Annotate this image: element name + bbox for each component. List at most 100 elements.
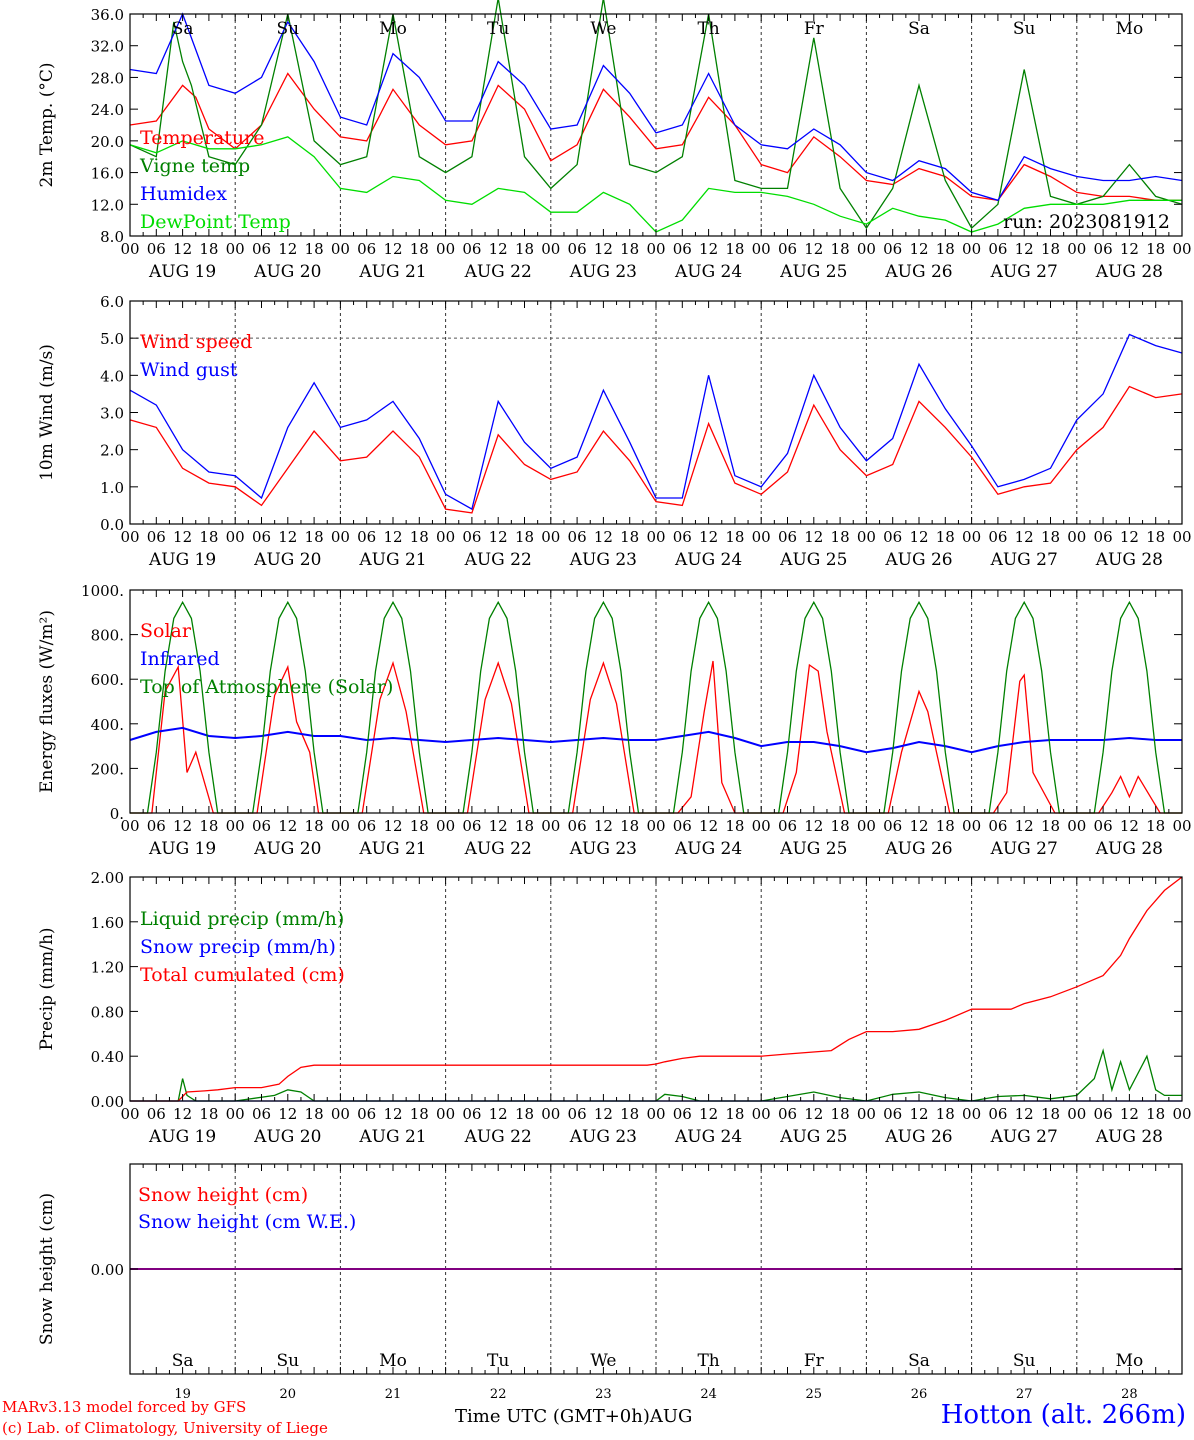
y-tick-label: 28.0: [91, 69, 124, 87]
x-date-label: AUG 21: [358, 262, 426, 282]
x-hour-label: 00: [962, 817, 981, 835]
x-hour-label: 18: [1146, 528, 1165, 546]
x-hour-label: 12: [383, 528, 402, 546]
weekday-label-bottom: Su: [276, 1351, 299, 1371]
x-hour-label: 00: [752, 817, 771, 835]
x-hour-label: 18: [1041, 1105, 1060, 1123]
legend-entry: Humidex: [140, 183, 227, 205]
x-hour-label: 00: [120, 1105, 139, 1123]
weekday-label-top: Su: [276, 19, 299, 39]
x-hour-label: 12: [909, 817, 928, 835]
x-hour-label: 12: [804, 528, 823, 546]
day-number-label: 25: [806, 1387, 823, 1402]
x-hour-label: 00: [646, 528, 665, 546]
x-hour-label: 18: [410, 240, 429, 258]
y-tick-label: 0.80: [91, 1003, 124, 1021]
x-axis-label: Time UTC (GMT+0h)AUG: [455, 1406, 692, 1427]
x-hour-label: 06: [883, 528, 902, 546]
x-hour-label: 06: [988, 528, 1007, 546]
x-hour-label: 00: [857, 817, 876, 835]
x-hour-label: 06: [462, 1105, 481, 1123]
x-hour-label: 00: [646, 240, 665, 258]
x-date-label: AUG 25: [779, 550, 847, 570]
y-tick-label: 12.0: [91, 196, 124, 214]
x-date-label: AUG 27: [990, 839, 1058, 859]
x-date-label: AUG 21: [358, 550, 426, 570]
x-hour-label: 00: [120, 817, 139, 835]
day-number-label: 19: [174, 1387, 191, 1402]
x-hour-label: 00: [857, 528, 876, 546]
y-tick-label: 4.0: [100, 367, 124, 385]
legend-entry: Liquid precip (mm/h): [140, 908, 344, 930]
weekday-label-bottom: We: [590, 1351, 616, 1371]
x-hour-label: 18: [620, 240, 639, 258]
x-hour-label: 00: [962, 240, 981, 258]
legend-entry: Vigne temp: [139, 155, 250, 177]
legend-entry: Wind speed: [140, 331, 252, 353]
x-hour-label: 00: [1067, 1105, 1086, 1123]
x-date-label: AUG 25: [779, 1127, 847, 1147]
x-hour-label: 12: [1120, 240, 1139, 258]
x-hour-label: 06: [252, 240, 271, 258]
x-hour-label: 12: [594, 817, 613, 835]
x-hour-label: 06: [673, 240, 692, 258]
x-hour-label: 18: [936, 1105, 955, 1123]
x-hour-label: 12: [383, 240, 402, 258]
weekday-label-bottom: Th: [697, 1351, 719, 1371]
x-hour-label: 18: [831, 1105, 850, 1123]
x-date-label: AUG 24: [674, 262, 742, 282]
y-tick-label: 1.0: [100, 479, 124, 497]
y-axis-label: 2m Temp. (°C): [37, 62, 57, 187]
x-date-label: AUG 24: [674, 839, 742, 859]
x-hour-label: 18: [725, 528, 744, 546]
x-hour-label: 12: [173, 817, 192, 835]
x-hour-label: 12: [383, 817, 402, 835]
x-date-label: AUG 25: [779, 839, 847, 859]
x-hour-label: 00: [436, 528, 455, 546]
x-hour-label: 12: [489, 528, 508, 546]
x-hour-label: 06: [357, 528, 376, 546]
x-date-label: AUG 26: [884, 839, 952, 859]
weekday-label-top: Mo: [379, 19, 407, 39]
x-hour-label: 06: [462, 817, 481, 835]
x-hour-label: 06: [883, 1105, 902, 1123]
x-hour-label: 12: [1015, 528, 1034, 546]
day-number-label: 24: [700, 1387, 717, 1402]
weekday-label-bottom: Sa: [908, 1351, 930, 1371]
x-date-label: AUG 22: [464, 550, 532, 570]
x-hour-label: 00: [646, 817, 665, 835]
weekday-label-top: Su: [1013, 19, 1036, 39]
x-hour-label: 12: [278, 1105, 297, 1123]
x-hour-label: 12: [909, 528, 928, 546]
y-tick-label: 36.0: [91, 6, 124, 24]
series-line-3: [130, 876, 1183, 1102]
y-tick-label: 20.0: [91, 133, 124, 151]
x-hour-label: 00: [1067, 817, 1086, 835]
x-hour-label: 12: [278, 528, 297, 546]
y-tick-label: 800.: [91, 627, 124, 645]
x-hour-label: 12: [173, 528, 192, 546]
x-hour-label: 06: [147, 817, 166, 835]
x-hour-label: 18: [199, 1105, 218, 1123]
day-number-label: 22: [490, 1387, 507, 1402]
x-date-label: AUG 28: [1095, 550, 1163, 570]
day-number-label: 27: [1016, 1387, 1033, 1402]
x-hour-label: 06: [988, 1105, 1007, 1123]
x-date-label: AUG 20: [253, 550, 321, 570]
x-hour-label: 00: [1067, 240, 1086, 258]
x-hour-label: 06: [988, 817, 1007, 835]
x-hour-label: 18: [305, 240, 324, 258]
weekday-label-top: Sa: [172, 19, 194, 39]
x-hour-label: 00: [436, 240, 455, 258]
weekday-label-bottom: Sa: [172, 1351, 194, 1371]
x-hour-label: 18: [725, 240, 744, 258]
x-hour-label: 18: [725, 817, 744, 835]
x-hour-label: 06: [252, 1105, 271, 1123]
y-axis-label: Precip (mm/h): [37, 927, 57, 1050]
x-hour-label: 00: [752, 528, 771, 546]
x-hour-label: 18: [936, 240, 955, 258]
y-tick-label: 0.00: [91, 1093, 124, 1111]
panel-1: 8.0 12.0 16.0 20.0 24.0 28.0 32.0 36.0 2m Temp. …: [37, 0, 1192, 282]
x-hour-label: 12: [1015, 240, 1034, 258]
weekday-label-bottom: Tu: [487, 1351, 509, 1371]
